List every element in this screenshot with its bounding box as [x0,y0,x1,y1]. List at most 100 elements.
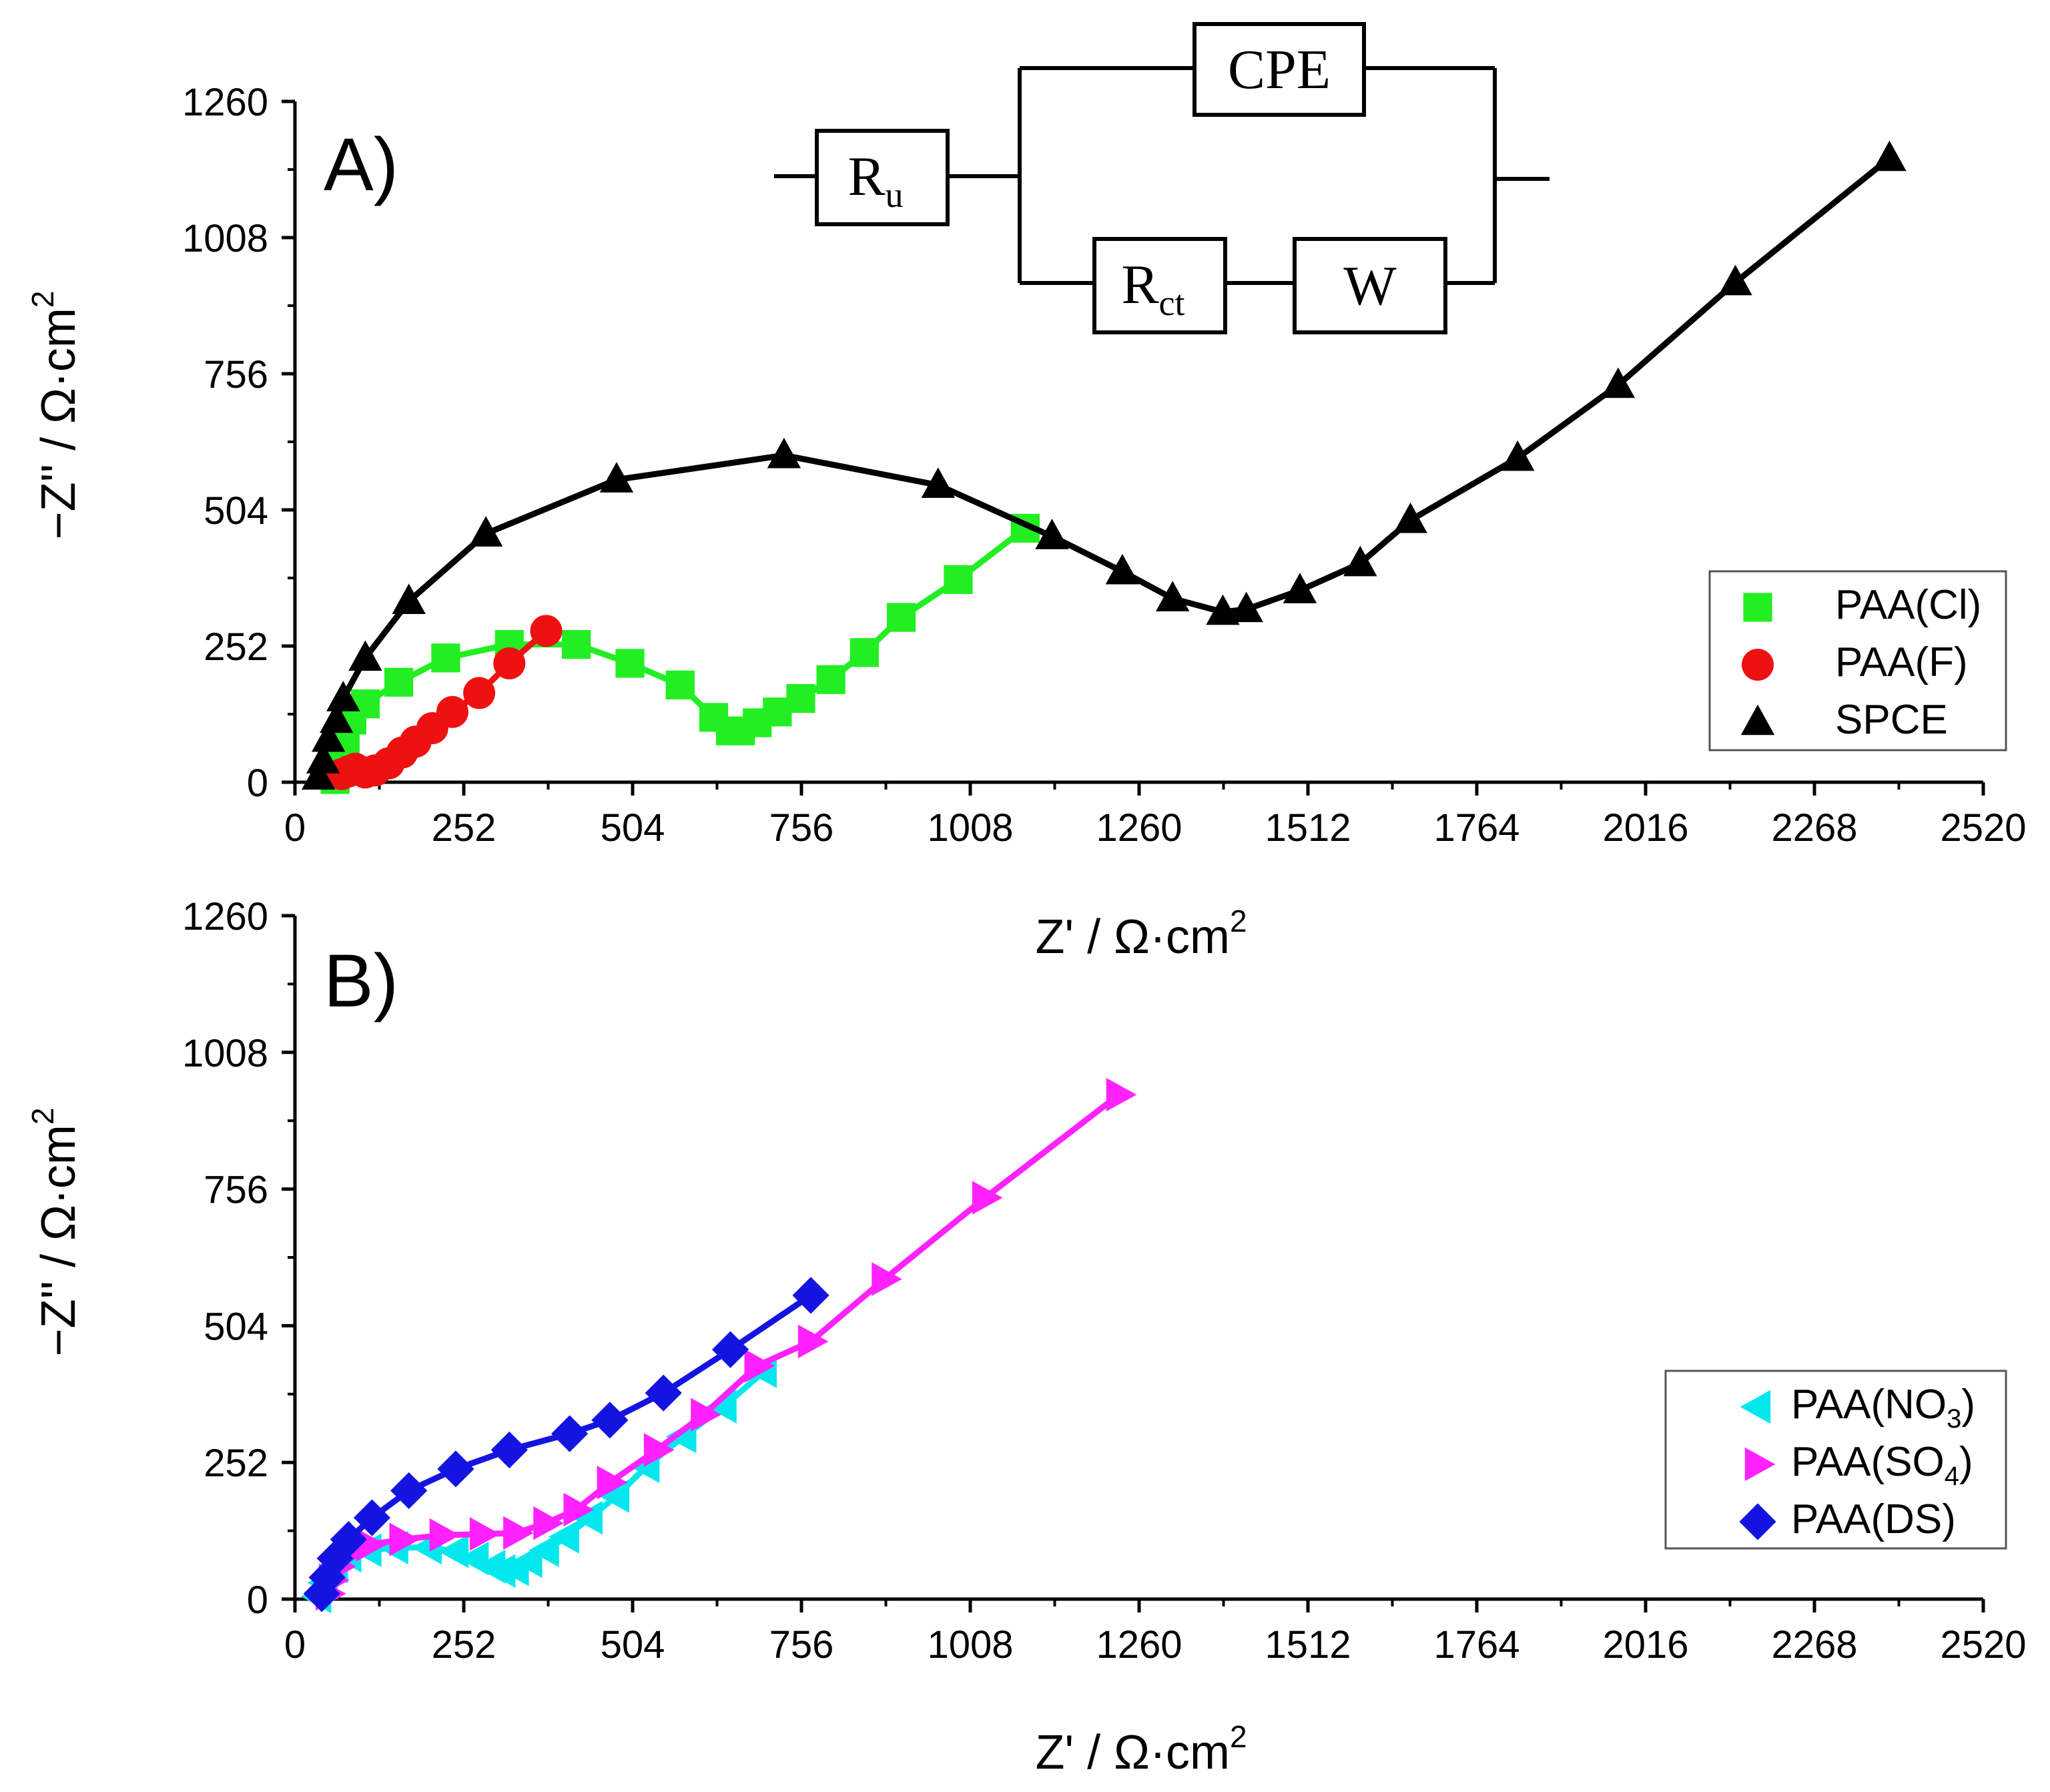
y-tick-label: 504 [204,489,268,533]
data-point-paa-ds [711,1331,749,1368]
data-point-paa-ds [551,1415,589,1452]
panel-a-label: A) [324,123,398,206]
data-point-paa-so4 [972,1181,1003,1215]
data-point-paa-no3 [599,1479,630,1513]
y-tick-label: 252 [204,625,268,669]
data-point-paa-ds [490,1431,528,1469]
panel-b-y-axis-label: −Z'' / Ω·cm2 [25,1108,85,1357]
legend-marker-spce [1740,704,1775,735]
legend-label-paa-f: PAA(F) [1835,639,1968,685]
data-point-spce [921,467,956,498]
data-point-spce [1229,591,1263,623]
data-point-paa-so4 [503,1516,534,1550]
x-tick-label: 252 [432,1623,496,1667]
legend-label-paa-ds: PAA(DS) [1791,1496,1956,1542]
x-tick-label: 1008 [927,806,1013,850]
panel-a-plot-area [301,140,1907,794]
legend-symbol-paa-ds [1739,1503,1776,1540]
y-tick-label: 0 [247,762,268,805]
data-point-spce [306,743,340,774]
data-point-spce [1872,140,1907,172]
circuit-w-box [1293,237,1447,334]
circuit-ru-label: Ru [847,145,903,215]
data-point-spce [348,640,382,671]
data-point-paa-cl [665,670,695,699]
x-tick-label: 504 [601,1623,665,1667]
panel-a-legend: PAA(Cl) PAA(F) SPCE [1708,570,2007,752]
data-point-paa-so4 [643,1433,675,1467]
legend-symbol-paa-so4 [1744,1447,1776,1482]
data-point-paa-cl [384,667,414,697]
data-point-spce [1283,573,1317,603]
legend-symbol-paa-no3 [1740,1390,1771,1424]
x-tick-label: 2268 [1771,806,1857,850]
x-tick-label: 1764 [1433,806,1519,850]
legend-symbol-paa-cl [1743,593,1772,622]
data-point-paa-no3 [484,1554,516,1588]
x-tick-label: 1512 [1265,1623,1351,1667]
circuit-rct-label: Rct [1121,254,1184,323]
legend-symbol-paa-f [1742,649,1774,681]
data-point-paa-f [436,695,468,728]
data-point-paa-ds [645,1374,682,1412]
data-point-paa-so4 [389,1522,420,1556]
data-point-paa-cl [615,649,645,678]
data-point-paa-ds [330,1521,367,1558]
y-tick-label: 252 [204,1442,268,1485]
legend-label-paa-cl: PAA(Cl) [1835,582,1981,628]
x-tick-label: 1260 [1096,1623,1182,1667]
y-tick-label: 1008 [182,217,268,260]
data-point-spce [1393,502,1427,533]
data-point-paa-so4 [563,1492,595,1527]
y-tick-label: 1260 [182,81,268,124]
legend-label-paa-no3: PAA(NO3) [1791,1382,1975,1434]
data-point-spce [326,681,360,711]
legend-marker-paa-ds [1739,1503,1776,1540]
data-point-spce [1035,519,1069,549]
x-tick-label: 756 [769,1623,834,1667]
data-point-paa-so4 [691,1398,721,1432]
circuit-ru-box [815,129,950,226]
legend-marker-paa-no3 [1740,1390,1771,1424]
x-tick-label: 2016 [1602,1623,1688,1667]
data-point-paa-ds [792,1277,829,1314]
x-tick-label: 0 [284,1623,306,1667]
legend-marker-paa-cl [1743,593,1772,622]
data-point-paa-so4 [1106,1077,1137,1112]
data-point-paa-cl [431,643,460,673]
y-tick-label: 0 [247,1578,268,1622]
data-point-paa-f [493,647,526,679]
x-tick-label: 1008 [927,1623,1013,1667]
panel-b-legend: PAA(NO3) PAA(SO4) PAA(DS) [1664,1370,2007,1550]
data-point-paa-ds [353,1499,391,1536]
data-point-spce [599,462,634,493]
x-tick-label: 252 [432,806,496,850]
y-tick-label: 1008 [182,1032,268,1075]
x-tick-label: 2520 [1940,806,2026,850]
y-tick-label: 756 [204,1169,268,1212]
data-point-paa-ds [303,1575,340,1612]
data-point-paa-no3 [572,1500,603,1535]
data-point-paa-so4 [533,1506,564,1540]
data-point-paa-so4 [597,1466,628,1500]
data-point-spce [1206,594,1240,625]
data-point-paa-ds [591,1402,629,1439]
data-point-spce [311,721,346,752]
data-point-paa-f [463,677,496,709]
data-point-spce [468,516,503,547]
x-tick-label: 504 [601,806,665,850]
panel-b-ticks: 0 252 504 756 1008 1260 1512 1764 2016 2268 2520 0 2… [182,895,2027,1667]
panel-b: B) Z' / Ω·cm2 −Z'' / Ω·cm2 0 252 504 756 100… [25,895,2027,1779]
panel-b-x-axis-label: Z' / Ω·cm2 [1035,1719,1247,1779]
panel-a-y-axis-label: −Z'' / Ω·cm2 [25,291,85,540]
x-tick-label: 1764 [1433,1623,1519,1667]
data-point-paa-no3 [706,1390,737,1424]
panel-b-legend-box [1664,1370,2007,1550]
data-point-spce [767,437,801,469]
panel-a-ticks: 0 252 504 756 1008 1260 1512 1764 2016 2268 2520 0 2… [182,81,2027,850]
panel-b-label: B) [324,939,398,1022]
data-point-paa-so4 [797,1324,829,1359]
data-point-spce [301,759,336,790]
